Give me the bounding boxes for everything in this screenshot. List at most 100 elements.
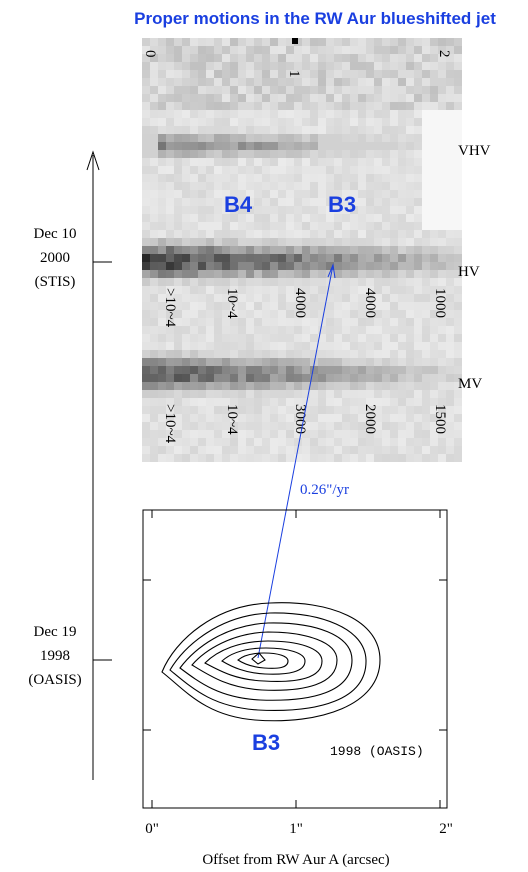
pixel xyxy=(398,118,406,126)
pixel xyxy=(326,454,334,462)
pixel xyxy=(366,294,374,302)
pixel xyxy=(406,174,414,182)
pixel xyxy=(214,230,222,238)
pixel xyxy=(414,358,422,366)
pixel xyxy=(238,262,246,270)
pixel xyxy=(150,190,158,198)
pixel xyxy=(374,390,382,398)
pixel xyxy=(286,150,294,158)
pixel xyxy=(254,102,262,110)
pixel xyxy=(310,414,318,422)
pixel xyxy=(278,118,286,126)
pixel xyxy=(230,142,238,150)
pixel xyxy=(366,358,374,366)
pixel xyxy=(206,262,214,270)
top-tick: 1 xyxy=(286,70,302,78)
pixel xyxy=(334,446,342,454)
pixel xyxy=(430,358,438,366)
pixel xyxy=(318,438,326,446)
pixel xyxy=(342,230,350,238)
pixel xyxy=(382,382,390,390)
pixel xyxy=(406,406,414,414)
pixel xyxy=(430,310,438,318)
pixel xyxy=(278,182,286,190)
pixel xyxy=(318,430,326,438)
pixel xyxy=(254,166,262,174)
pixel xyxy=(198,318,206,326)
pixel xyxy=(206,118,214,126)
pixel xyxy=(198,54,206,62)
pixel xyxy=(374,86,382,94)
pixel xyxy=(246,278,254,286)
pixel xyxy=(438,374,446,382)
pixel xyxy=(198,62,206,70)
pixel xyxy=(278,174,286,182)
pixel xyxy=(422,254,430,262)
pixel xyxy=(262,190,270,198)
pixel xyxy=(390,278,398,286)
pixel xyxy=(270,270,278,278)
pixel xyxy=(270,302,278,310)
pixel xyxy=(430,142,438,150)
pixel xyxy=(398,214,406,222)
pixel xyxy=(374,102,382,110)
pixel xyxy=(238,222,246,230)
pixel xyxy=(398,366,406,374)
pixel xyxy=(166,454,174,462)
pixel xyxy=(270,134,278,142)
pixel xyxy=(246,118,254,126)
pixel xyxy=(246,422,254,430)
pixel xyxy=(190,206,198,214)
pixel xyxy=(262,166,270,174)
pixel xyxy=(238,342,246,350)
pixel xyxy=(414,390,422,398)
pixel xyxy=(342,422,350,430)
pixel xyxy=(286,134,294,142)
pixel xyxy=(286,406,294,414)
pixel xyxy=(350,270,358,278)
pixel xyxy=(158,118,166,126)
pixel xyxy=(414,294,422,302)
pixel xyxy=(142,406,150,414)
pixel xyxy=(230,70,238,78)
pixel xyxy=(222,446,230,454)
pixel xyxy=(214,158,222,166)
pixel xyxy=(230,342,238,350)
pixel xyxy=(150,134,158,142)
pixel xyxy=(414,150,422,158)
pixel xyxy=(318,382,326,390)
pixel xyxy=(270,150,278,158)
pixel xyxy=(198,38,206,46)
pixel xyxy=(182,118,190,126)
pixel xyxy=(406,70,414,78)
pixel xyxy=(398,390,406,398)
pixel xyxy=(366,430,374,438)
pixel xyxy=(230,326,238,334)
pixel xyxy=(286,262,294,270)
pixel xyxy=(382,166,390,174)
pixel xyxy=(406,182,414,190)
pixel xyxy=(318,94,326,102)
pixel xyxy=(430,62,438,70)
pixel xyxy=(278,406,286,414)
pixel xyxy=(294,54,302,62)
pixel xyxy=(326,110,334,118)
pixel xyxy=(438,358,446,366)
pixel xyxy=(190,190,198,198)
pixel xyxy=(270,62,278,70)
pixel xyxy=(302,182,310,190)
pixel xyxy=(238,134,246,142)
pixel xyxy=(230,334,238,342)
pixel xyxy=(390,78,398,86)
pixel xyxy=(190,134,198,142)
pixel xyxy=(190,166,198,174)
pixel xyxy=(182,62,190,70)
pixel xyxy=(390,62,398,70)
pixel xyxy=(430,126,438,134)
pixel xyxy=(334,390,342,398)
pixel xyxy=(422,118,430,126)
pixel xyxy=(318,54,326,62)
pixel xyxy=(390,214,398,222)
pixel xyxy=(390,230,398,238)
pixel xyxy=(238,126,246,134)
